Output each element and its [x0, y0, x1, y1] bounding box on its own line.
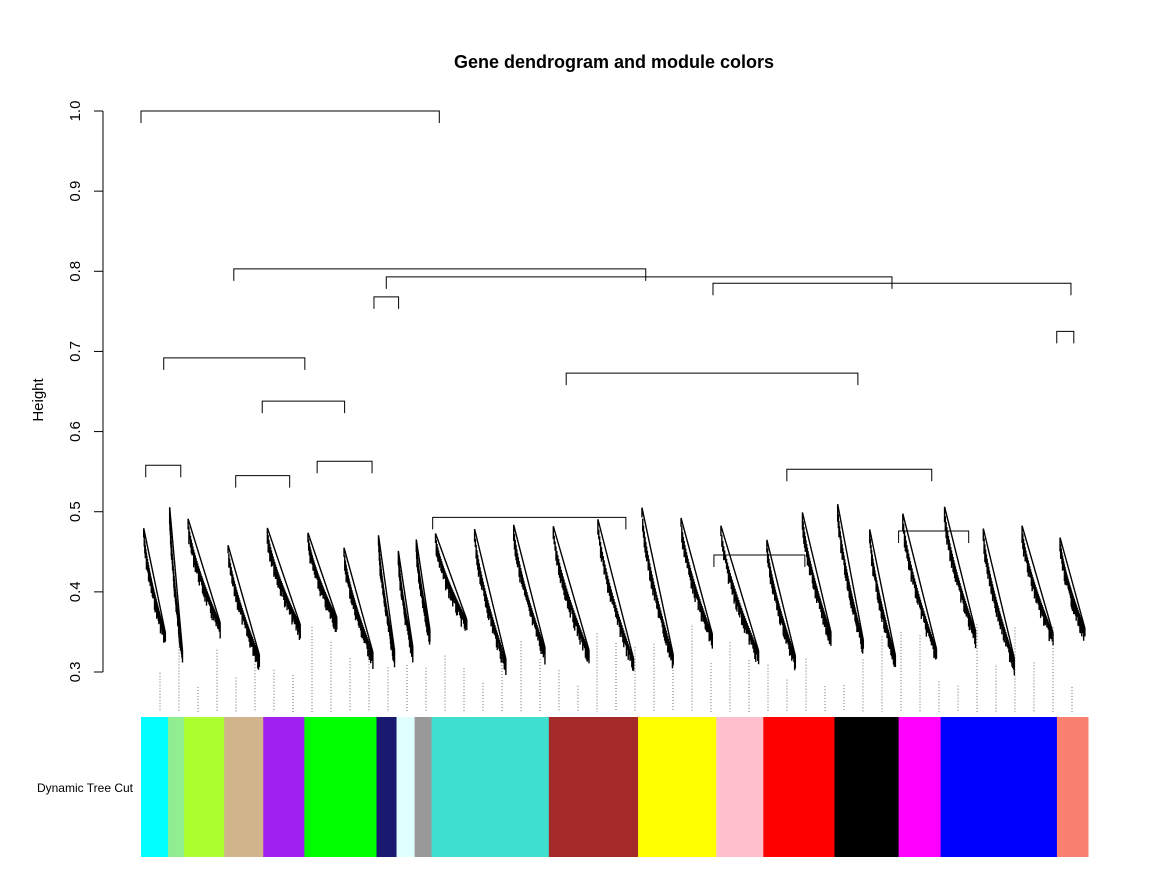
dendrogram-merge — [163, 357, 306, 370]
module-color-blue — [940, 717, 1058, 857]
module-color-red — [763, 717, 835, 857]
y-axis: 0.3 0.4 0.5 0.6 0.7 0.8 0.9 1.0 — [67, 101, 104, 683]
y-tick-label: 0.4 — [67, 581, 84, 602]
leaf-cluster — [434, 533, 468, 631]
y-tick-label: 1.0 — [67, 101, 84, 122]
y-tick-label: 0.6 — [67, 421, 84, 442]
leaf-cluster — [187, 518, 221, 639]
module-color-green — [304, 717, 377, 857]
module-color-cyan — [141, 717, 169, 857]
leaf-cluster — [307, 532, 338, 632]
leaf-cluster — [227, 545, 261, 670]
dendrogram-merge — [233, 268, 647, 281]
dendrogram-merge — [432, 516, 627, 530]
leaf-cluster — [641, 507, 674, 669]
leaf-cluster — [143, 528, 167, 643]
leaf-guide-lines — [159, 623, 1073, 712]
dendrogram-merge — [713, 554, 806, 567]
module-color-brown — [548, 717, 639, 857]
leaf-cluster — [943, 506, 977, 649]
dendrogram-merge — [145, 464, 182, 478]
module-color-black — [834, 717, 900, 857]
dendrogram-merge — [316, 460, 373, 474]
leaf-cluster — [869, 529, 897, 668]
dendrogram-merge — [140, 110, 440, 123]
module-color-salmon — [1056, 717, 1089, 857]
leaf-cluster — [801, 512, 832, 646]
module-color-tan — [224, 717, 264, 857]
y-tick-label: 0.3 — [67, 662, 84, 683]
y-tick-label: 0.8 — [67, 261, 84, 282]
color-row-label: Dynamic Tree Cut — [37, 781, 134, 795]
y-axis-label: Height — [30, 377, 47, 421]
dendrogram-merge — [565, 372, 859, 386]
leaf-cluster — [836, 503, 865, 654]
y-tick-label: 0.5 — [67, 501, 84, 522]
leaf-cluster — [720, 525, 760, 665]
dendrogram-merge — [712, 282, 1072, 296]
leaf-cluster — [266, 527, 301, 640]
dendrogram-merge — [261, 400, 346, 414]
dendrogram-tree — [140, 110, 1086, 676]
module-color-purple — [263, 717, 305, 857]
leaf-cluster — [766, 539, 797, 671]
dendrogram-merge — [898, 530, 970, 543]
dendrogram-merge — [786, 468, 933, 482]
module-color-midnightblue — [376, 717, 398, 857]
leaf-cluster — [1059, 537, 1086, 641]
leaf-cluster — [597, 519, 635, 671]
leaf-cluster — [377, 535, 396, 668]
leaf-cluster — [343, 547, 374, 670]
module-color-lightgreen — [168, 717, 185, 857]
module-color-magenta — [898, 717, 942, 857]
leaf-cluster — [415, 539, 431, 645]
leaf-cluster — [1021, 525, 1054, 646]
module-color-greenyellow — [184, 717, 225, 857]
module-color-yellow — [638, 717, 717, 857]
module-color-pink — [716, 717, 764, 857]
module-color-row — [141, 717, 1089, 857]
chart-title: Gene dendrogram and module colors — [454, 52, 774, 72]
leaf-cluster — [552, 526, 590, 664]
dendrogram-merge — [235, 475, 291, 488]
dendrogram-merge — [373, 296, 400, 309]
leaf-cluster — [902, 513, 938, 660]
module-color-lightcyan — [396, 717, 416, 857]
dendrogram-merge — [1056, 330, 1075, 344]
leaf-cluster — [168, 507, 184, 663]
leaf-cluster — [512, 524, 546, 665]
y-tick-label: 0.7 — [67, 341, 84, 362]
module-color-grey60 — [414, 717, 433, 857]
leaf-cluster — [473, 528, 507, 675]
y-tick-label: 0.9 — [67, 181, 84, 202]
leaf-cluster — [982, 528, 1016, 676]
leaf-cluster — [397, 550, 414, 663]
leaf-cluster — [680, 517, 714, 649]
module-color-turquoise — [431, 717, 550, 857]
